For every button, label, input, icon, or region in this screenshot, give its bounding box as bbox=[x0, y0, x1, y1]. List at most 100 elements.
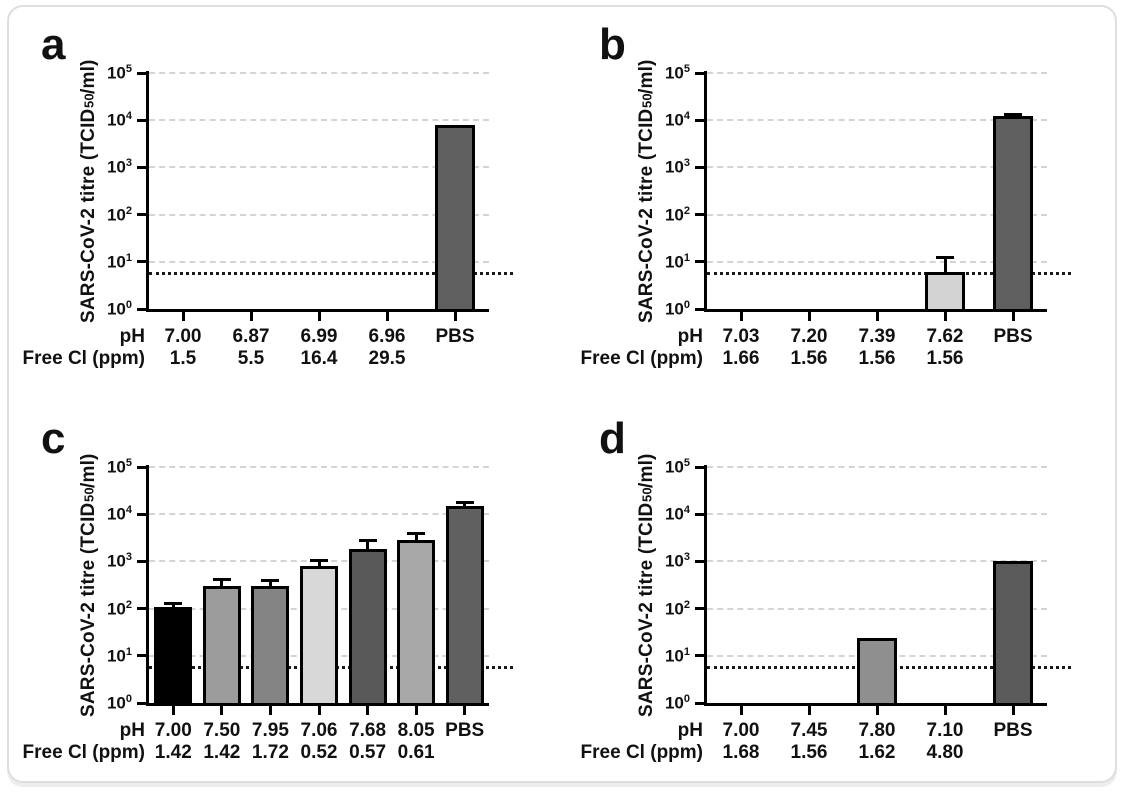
bar bbox=[154, 606, 193, 706]
y-tick bbox=[137, 118, 146, 122]
free-cl-value: 1.66 bbox=[722, 348, 760, 369]
y-tick-label: 100 bbox=[664, 299, 690, 319]
free-cl-value: 29.5 bbox=[368, 348, 406, 369]
gridline bbox=[149, 466, 489, 468]
y-tick-exponent: 0 bbox=[125, 299, 132, 311]
ph-value: 7.50 bbox=[203, 720, 241, 741]
free-cl-value: 0.52 bbox=[300, 742, 338, 763]
y-tick-exponent: 0 bbox=[683, 693, 690, 705]
free-cl-value: 4.80 bbox=[926, 742, 964, 763]
gridline bbox=[149, 119, 489, 122]
bar bbox=[445, 505, 484, 706]
ph-value: 7.00 bbox=[722, 720, 760, 741]
error-bar bbox=[943, 256, 947, 273]
x-tick bbox=[875, 706, 879, 715]
x-tick bbox=[249, 312, 253, 321]
free-cl-value: 1.56 bbox=[858, 348, 896, 369]
panel-c: c SARS-CoV-2 titre (TCID 50/ml) 105 104 103 10… bbox=[17, 413, 569, 798]
ph-value: 7.06 bbox=[300, 720, 338, 741]
y-tick bbox=[695, 607, 704, 611]
y-tick bbox=[695, 71, 704, 75]
error-bar-cap bbox=[455, 501, 474, 505]
y-tick bbox=[695, 559, 704, 563]
x-tick bbox=[739, 706, 743, 715]
ph-row-label: pH bbox=[119, 720, 145, 741]
x-axis bbox=[146, 309, 489, 312]
bar bbox=[348, 549, 387, 706]
y-tick-label: 105 bbox=[106, 457, 132, 477]
free-cl-value: 1.62 bbox=[858, 742, 896, 763]
error-bar bbox=[366, 538, 370, 550]
y-tick-label: 103 bbox=[664, 157, 690, 178]
y-axis-title-subscript: 50 bbox=[639, 487, 655, 503]
x-tick bbox=[366, 706, 370, 715]
gridline bbox=[149, 213, 489, 216]
free-cl-row-label: Free Cl (ppm) bbox=[22, 742, 145, 763]
free-cl-value: 0.61 bbox=[397, 742, 435, 763]
gridline bbox=[707, 213, 1047, 216]
y-tick bbox=[695, 512, 704, 516]
x-tick bbox=[807, 312, 811, 321]
panel-b: b SARS-CoV-2 titre (TCID 50/ml) 105 104 103 10… bbox=[575, 19, 1124, 404]
error-bar bbox=[414, 531, 418, 541]
ph-value: 8.05 bbox=[397, 720, 435, 741]
ph-row-label: pH bbox=[677, 720, 703, 741]
y-tick-label: 102 bbox=[106, 598, 132, 619]
y-tick-label: 104 bbox=[106, 110, 132, 130]
y-tick-label: 100 bbox=[106, 693, 132, 713]
ph-value: 7.20 bbox=[790, 326, 828, 347]
detection-limit-line bbox=[149, 272, 513, 276]
y-axis bbox=[146, 465, 149, 706]
panel-letter: b bbox=[599, 20, 626, 69]
error-bar bbox=[317, 558, 321, 566]
y-tick-exponent: 1 bbox=[683, 645, 690, 658]
y-tick-label: 105 bbox=[664, 63, 690, 83]
x-tick bbox=[943, 706, 947, 715]
ph-value: 7.39 bbox=[858, 326, 896, 347]
x-tick bbox=[943, 312, 947, 321]
x-axis bbox=[146, 703, 489, 706]
gridline bbox=[707, 260, 1047, 263]
bar bbox=[300, 565, 338, 706]
free-cl-value: 1.72 bbox=[251, 742, 289, 763]
y-tick-exponent: 3 bbox=[683, 157, 690, 170]
error-bar-cap bbox=[261, 578, 280, 582]
panel-letter: c bbox=[41, 414, 66, 463]
y-tick-exponent: 2 bbox=[683, 598, 690, 611]
y-axis-title-subscript: 50 bbox=[81, 487, 97, 503]
y-tick-exponent: 1 bbox=[125, 645, 132, 658]
ph-value: 7.10 bbox=[926, 720, 964, 741]
y-axis bbox=[704, 71, 707, 312]
bar bbox=[993, 561, 1033, 706]
free-cl-row-label: Free Cl (ppm) bbox=[22, 348, 145, 369]
ph-value: 6.96 bbox=[368, 326, 406, 347]
y-tick-exponent: 5 bbox=[683, 63, 690, 75]
y-tick bbox=[137, 512, 146, 516]
y-tick-label: 104 bbox=[664, 504, 690, 524]
bar bbox=[435, 124, 475, 312]
y-tick bbox=[137, 260, 146, 264]
free-cl-row-label: Free Cl (ppm) bbox=[580, 742, 703, 763]
x-tick bbox=[385, 312, 389, 321]
x-tick bbox=[739, 312, 743, 321]
gridline bbox=[149, 513, 489, 516]
gridline bbox=[707, 466, 1047, 468]
y-tick bbox=[137, 607, 146, 611]
y-tick-label: 100 bbox=[664, 693, 690, 713]
x-tick bbox=[317, 706, 321, 715]
y-tick bbox=[695, 260, 704, 264]
free-cl-value: 1.56 bbox=[790, 742, 828, 763]
y-tick-exponent: 5 bbox=[683, 457, 690, 469]
x-tick bbox=[268, 706, 272, 715]
ph-row-label: pH bbox=[119, 326, 145, 347]
free-cl-value: 16.4 bbox=[300, 348, 338, 369]
bar bbox=[397, 540, 436, 706]
y-tick-label: 104 bbox=[664, 110, 690, 130]
ph-value: 7.62 bbox=[926, 326, 964, 347]
y-tick-exponent: 0 bbox=[683, 299, 690, 311]
x-tick bbox=[414, 706, 418, 715]
y-axis-title: SARS-CoV-2 titre (TCID 50/ml) bbox=[78, 59, 99, 323]
y-tick bbox=[695, 118, 704, 122]
y-tick-label: 105 bbox=[106, 63, 132, 83]
bar bbox=[993, 116, 1033, 312]
